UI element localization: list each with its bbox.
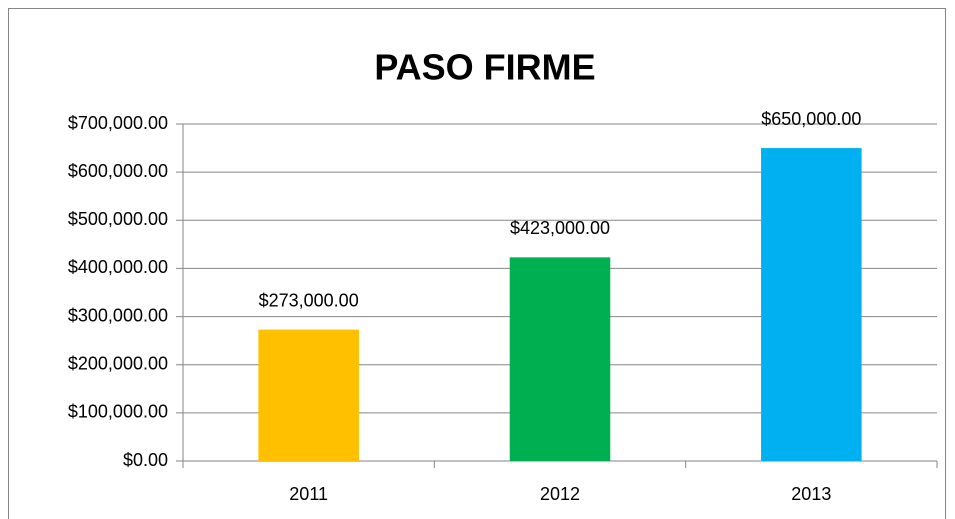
y-tick-label: $0.00 [123,450,168,470]
bar [761,148,862,462]
data-label: $423,000.00 [510,218,610,238]
y-tick-label: $500,000.00 [68,209,168,229]
bar [258,329,359,461]
bar [509,257,611,461]
x-tick-label: 2012 [540,484,580,504]
y-tick-label: $100,000.00 [68,402,168,422]
y-tick-label: $700,000.00 [68,113,168,133]
y-tick-label: $300,000.00 [68,305,168,325]
data-label: $650,000.00 [761,109,861,129]
chart-title: PASO FIRME [374,47,595,88]
x-tick-label: 2011 [289,484,328,504]
x-tick-label: 2013 [791,484,831,504]
y-tick-label: $200,000.00 [68,353,168,373]
data-label: $273,000.00 [259,290,359,310]
y-tick-label: $600,000.00 [68,161,168,181]
y-tick-label: $400,000.00 [68,257,168,277]
